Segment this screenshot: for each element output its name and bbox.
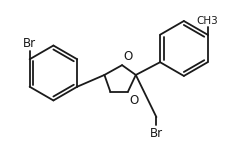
Text: O: O	[129, 94, 138, 107]
Text: Br: Br	[23, 37, 36, 50]
Text: Br: Br	[150, 127, 163, 140]
Text: O: O	[123, 50, 132, 63]
Text: CH3: CH3	[197, 16, 218, 26]
